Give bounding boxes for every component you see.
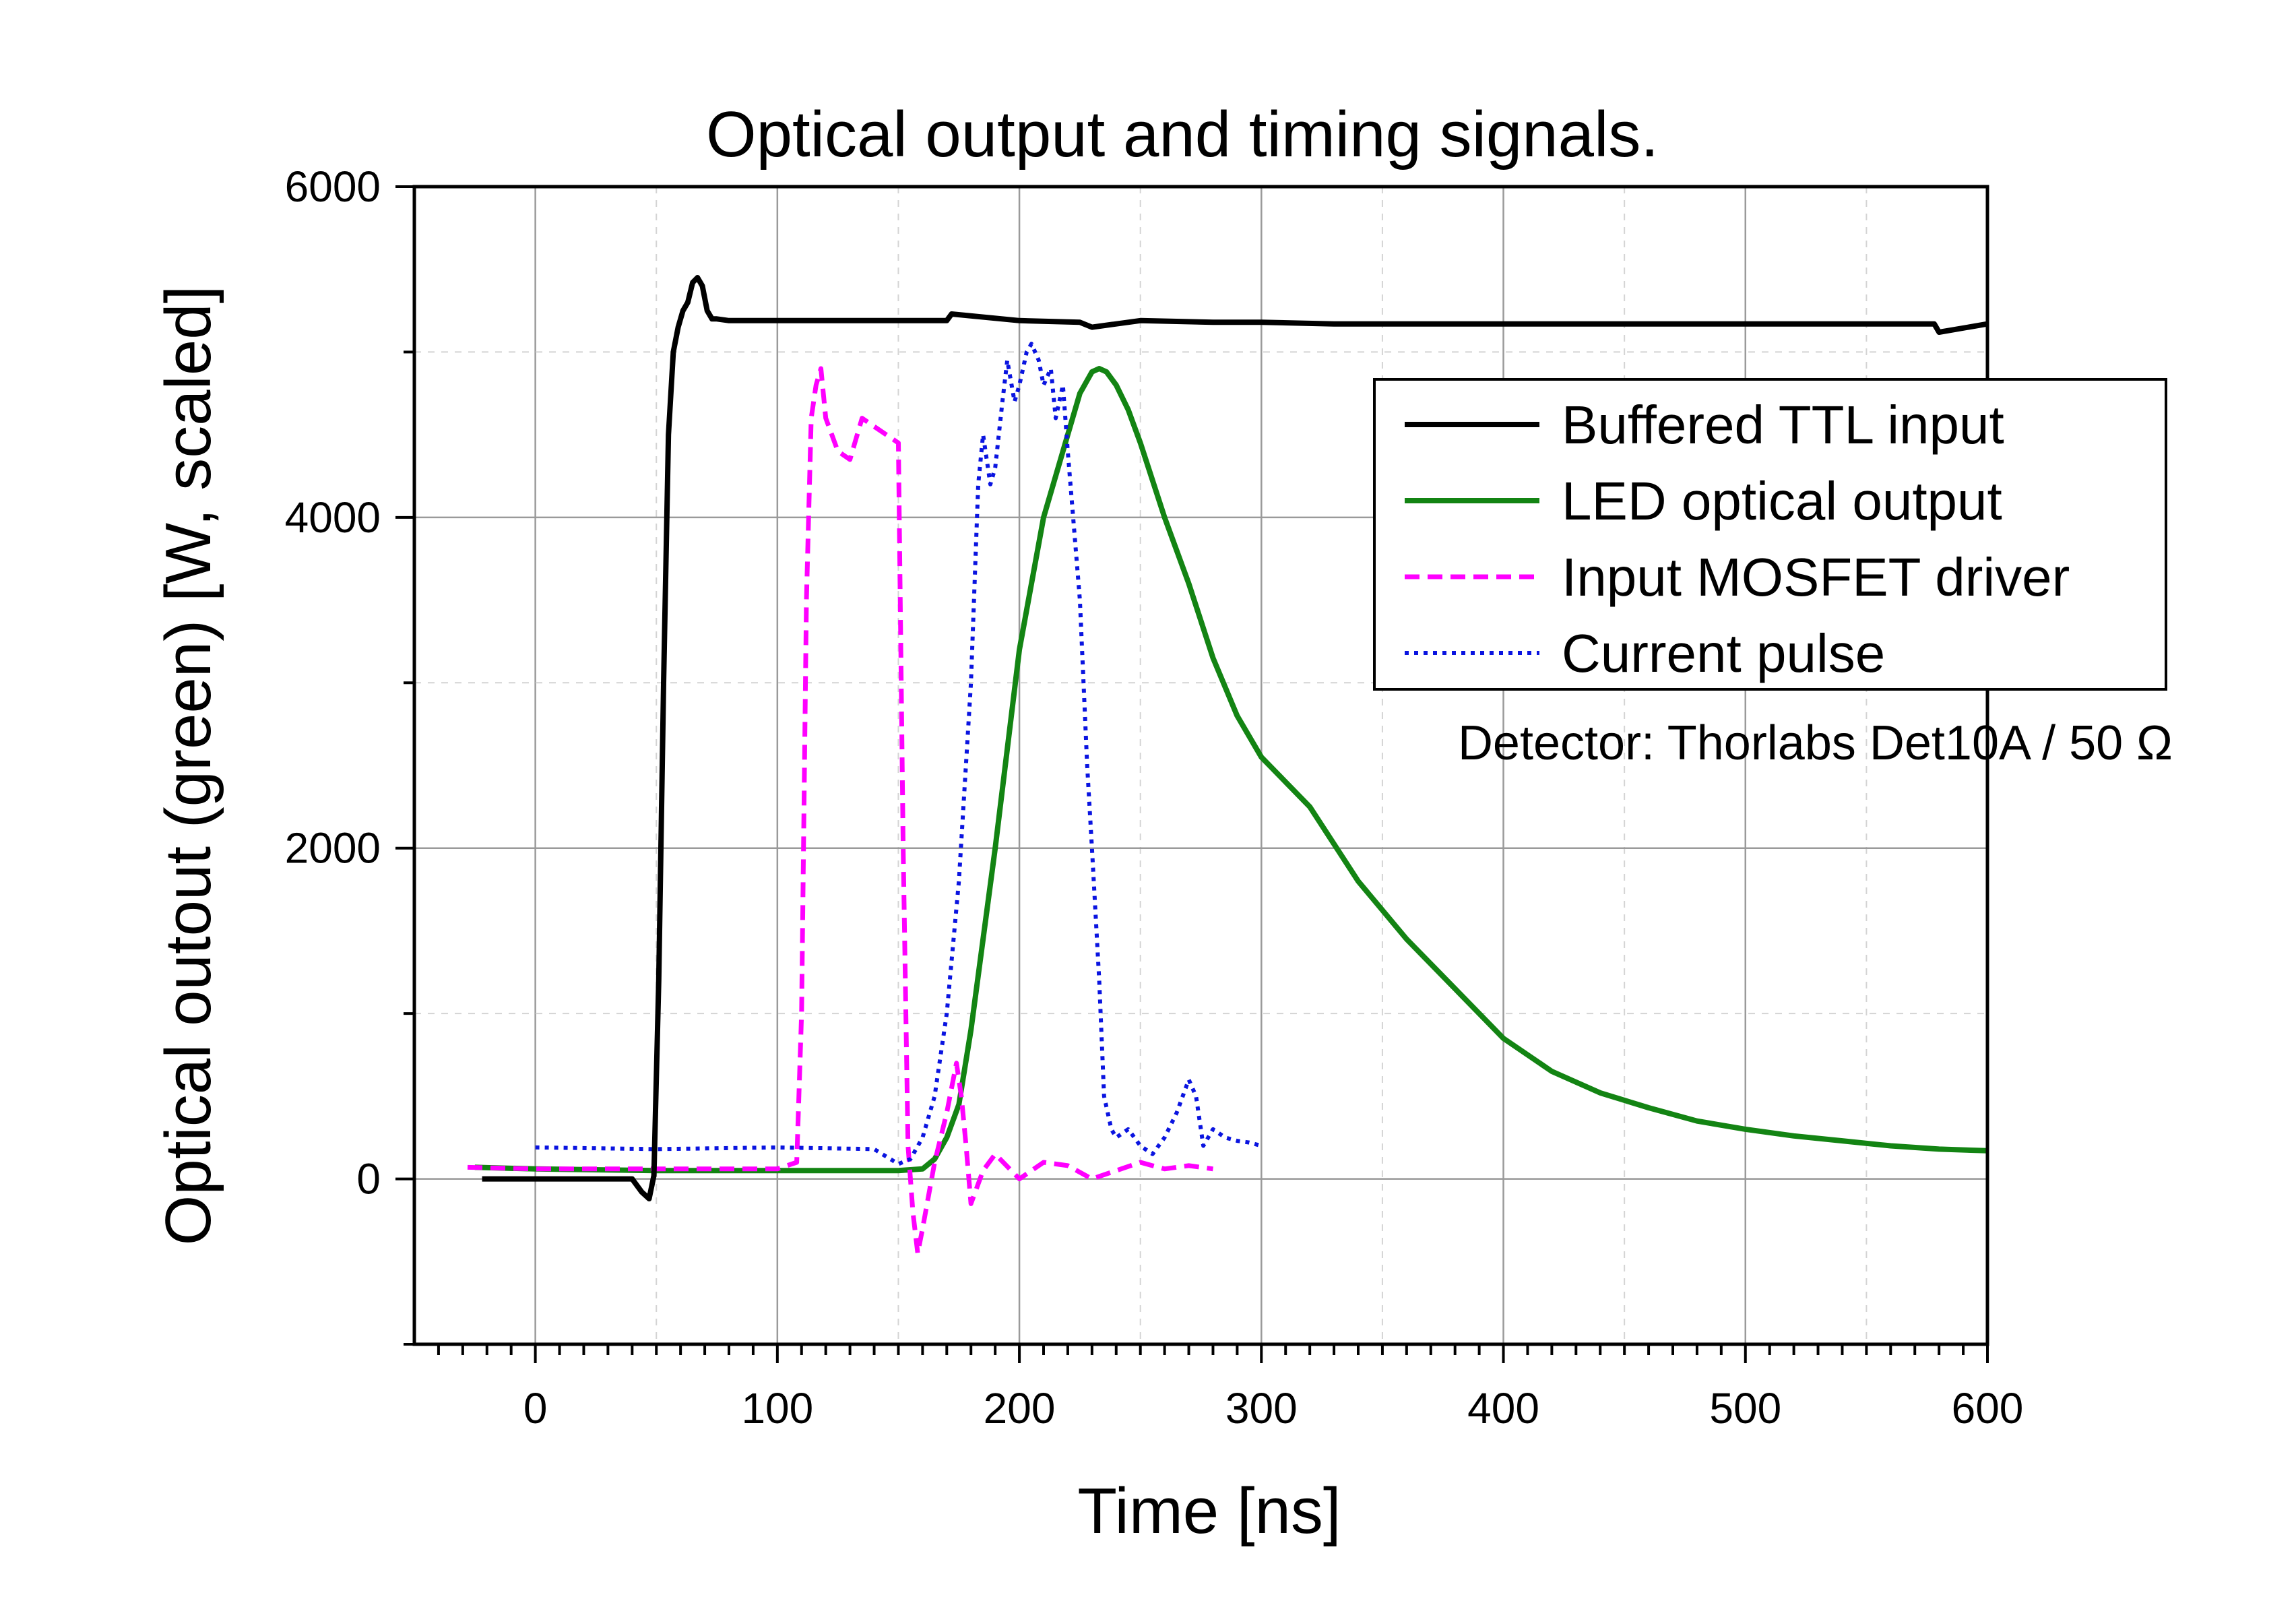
y-axis-label: Optical outout (green) [W, scaled] bbox=[152, 286, 224, 1246]
detector-annotation: Detector: Thorlabs Det10A / 50 Ω bbox=[1458, 716, 2173, 770]
legend-label: Input MOSFET driver bbox=[1562, 547, 2070, 607]
series-line-buffered-ttl-input bbox=[482, 275, 1988, 1201]
x-tick-label: 500 bbox=[1709, 1384, 1781, 1433]
x-axis-label: Time [ns] bbox=[1077, 1475, 1341, 1547]
x-tick-label: 400 bbox=[1467, 1384, 1539, 1433]
plot-frame bbox=[412, 185, 1989, 1346]
legend-label: Current pulse bbox=[1562, 623, 1885, 683]
x-tick-label: 0 bbox=[523, 1384, 548, 1433]
y-tick-label: 6000 bbox=[285, 162, 381, 211]
legend-entries: Buffered TTL input LED optical output Inpu… bbox=[1405, 395, 2070, 683]
legend-box bbox=[1373, 378, 2167, 691]
y-tick-label: 2000 bbox=[285, 824, 381, 873]
series-line-led-optical-output bbox=[474, 366, 1988, 1174]
y-tick-label: 0 bbox=[356, 1155, 381, 1203]
legend-label: LED optical output bbox=[1562, 471, 2002, 531]
chart-title: Optical output and timing signals. bbox=[706, 98, 1659, 170]
legend-label: Buffered TTL input bbox=[1562, 395, 2004, 455]
x-tick-label: 200 bbox=[984, 1384, 1056, 1433]
x-tick-label: 100 bbox=[741, 1384, 813, 1433]
y-tick-label: 4000 bbox=[285, 493, 381, 542]
series-line-input-mosfet-driver bbox=[467, 366, 1213, 1256]
series-line-current-pulse bbox=[535, 342, 1263, 1166]
x-tick-label: 300 bbox=[1225, 1384, 1298, 1433]
x-tick-label: 600 bbox=[1952, 1384, 2024, 1433]
legend: Buffered TTL input LED optical output Inpu… bbox=[1373, 378, 2167, 691]
series-layer bbox=[467, 275, 1988, 1256]
